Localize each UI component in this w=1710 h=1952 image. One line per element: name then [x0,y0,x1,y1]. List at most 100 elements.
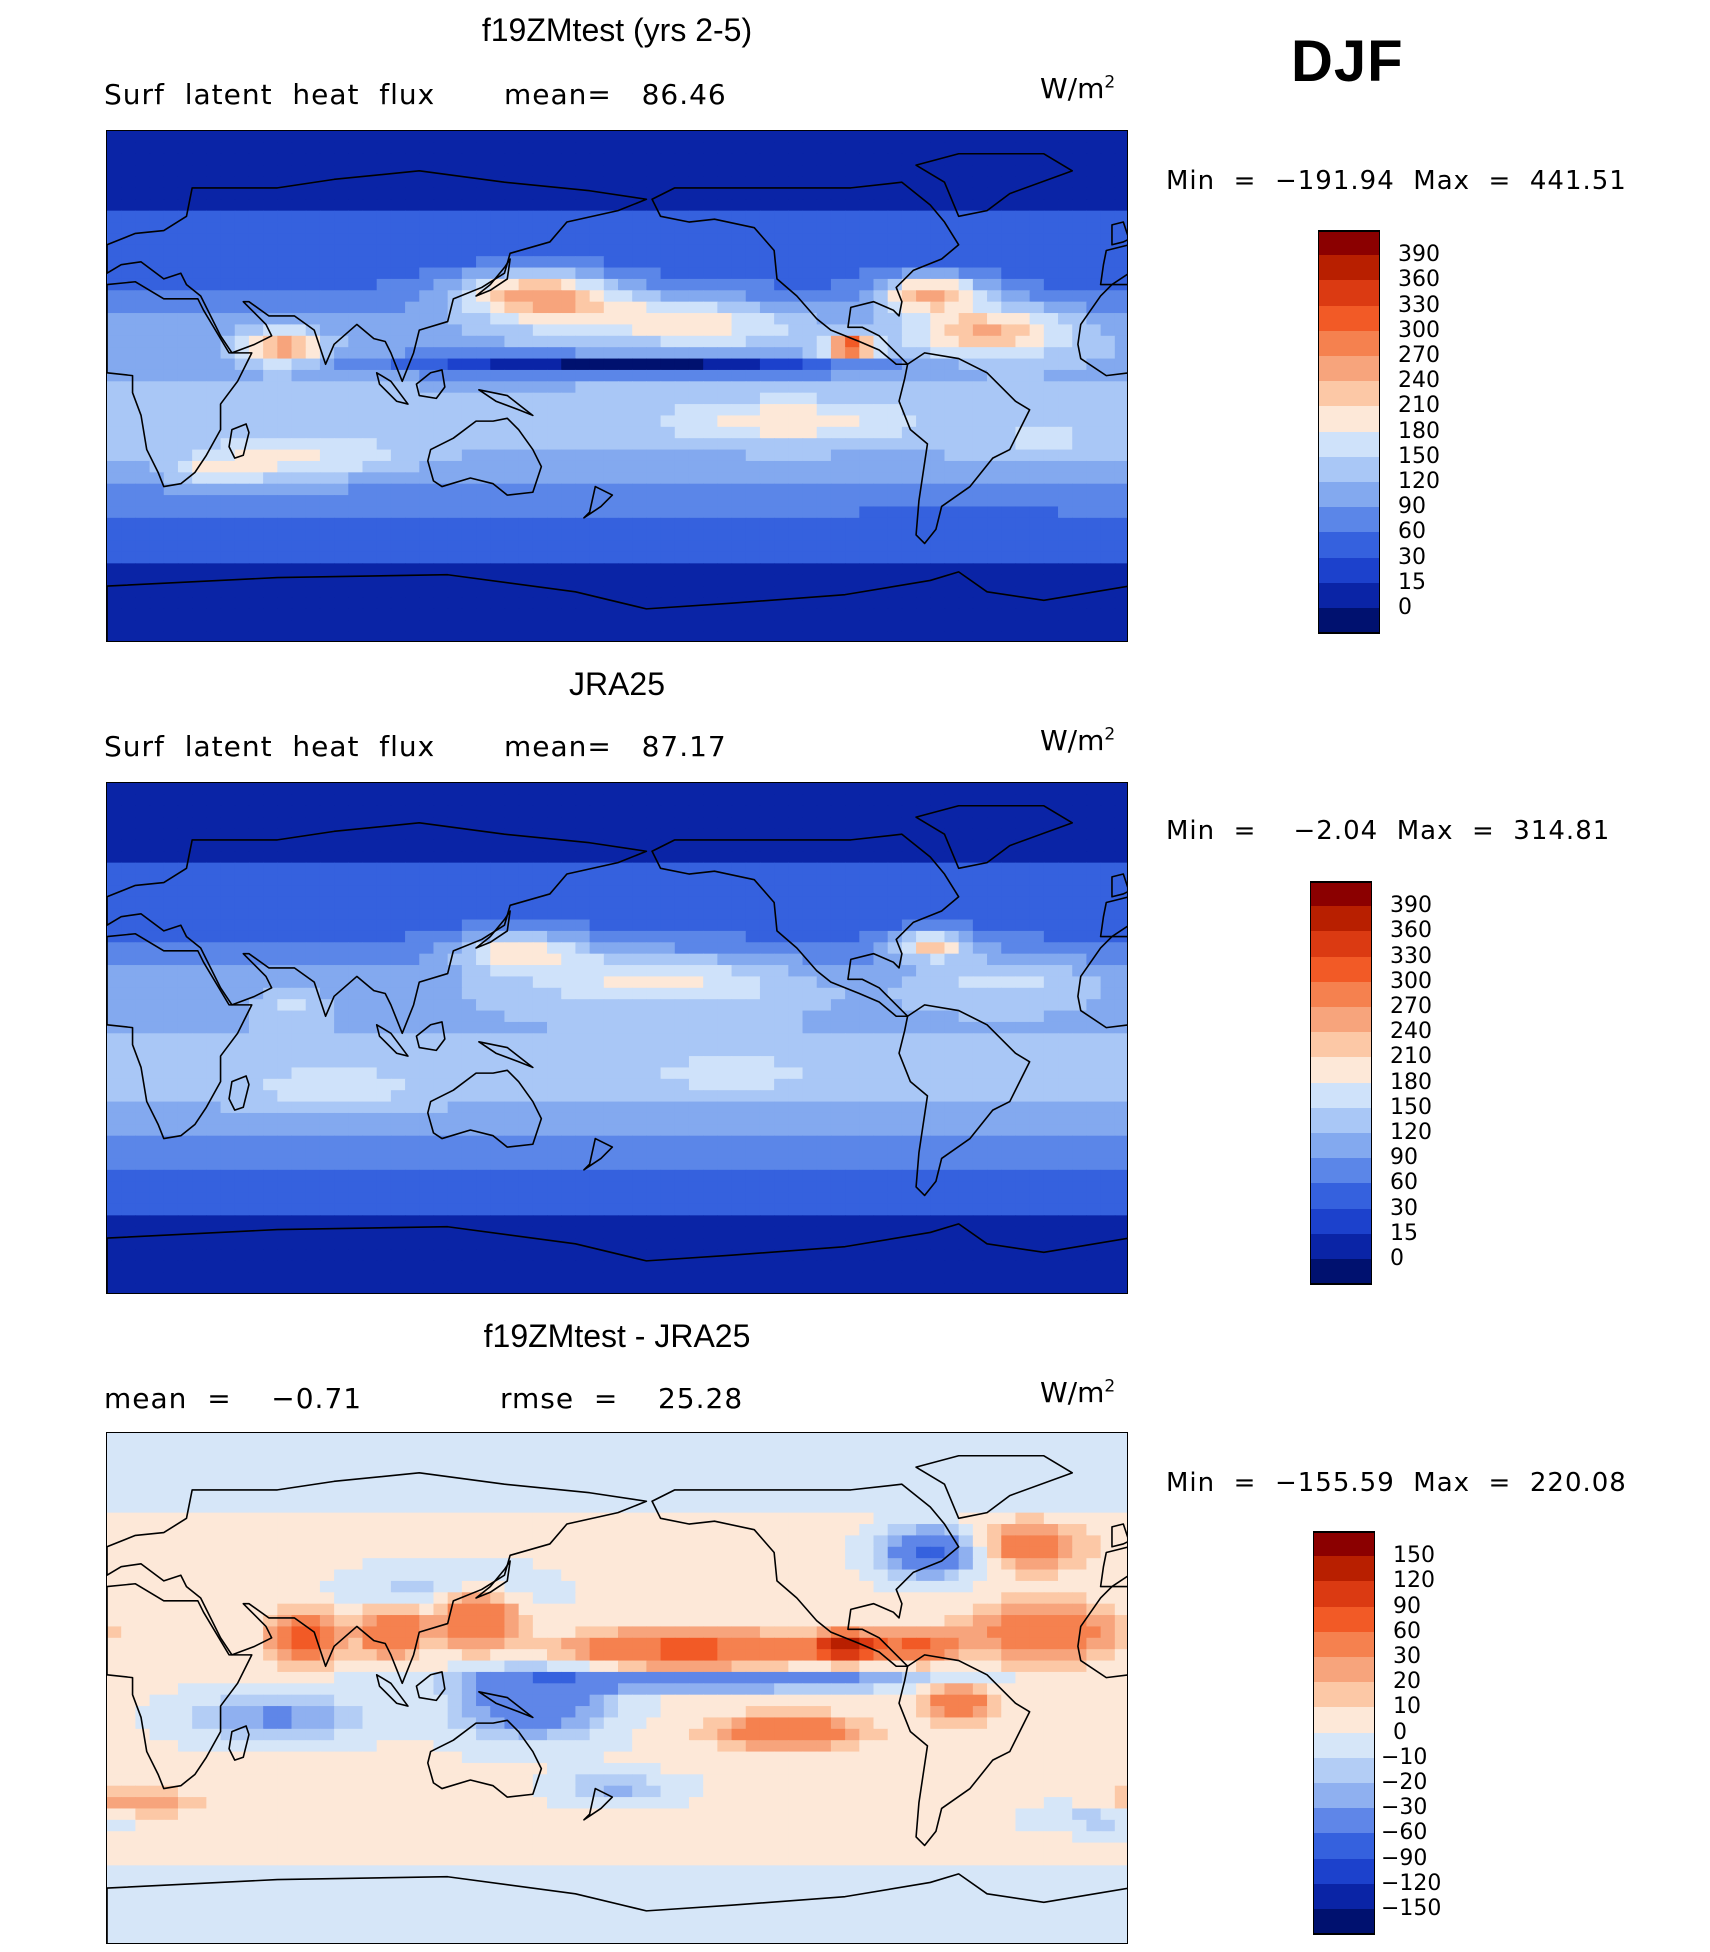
map-cell [532,131,548,143]
map-cell [1100,449,1116,462]
map-cell [163,165,179,178]
map-cell [263,586,278,599]
map-cell [930,313,946,326]
map-cell [972,347,988,360]
map-cell [1114,896,1127,909]
map-cell [845,449,860,462]
map-cell [447,392,463,405]
map-cell [575,608,591,621]
map-cell [532,919,548,932]
map-cell [632,1033,647,1046]
map-cell [163,438,179,451]
map-cell [192,142,207,155]
map-cell [575,290,591,303]
map-cell [887,817,903,830]
map-cell [319,930,335,943]
map-cell [291,551,307,564]
map-cell [561,324,577,337]
map-cell [561,930,577,943]
map-cell [646,199,662,212]
map-cell [873,460,889,473]
map-cell [930,415,946,428]
map-cell [476,794,491,807]
map-cell [632,862,647,875]
map-cell [248,438,264,451]
colorbar-swatch [1318,557,1380,584]
map-cell [447,862,463,875]
map-cell [263,987,278,1000]
map-cell [461,930,477,943]
map-cell [220,347,236,360]
map-cell [291,828,307,841]
map-cell [376,392,392,405]
map-cell [348,851,364,864]
map-cell [745,495,761,508]
map-cell [248,324,264,337]
map-cell [135,999,151,1012]
map-cell [930,256,946,269]
map-cell [731,563,747,576]
map-cell [362,222,378,234]
map-cell [1100,199,1116,212]
map-cell [263,392,278,405]
map-cell [703,244,718,257]
map-cell [348,987,364,1000]
map-cell [717,495,733,508]
map-cell [319,176,335,189]
map-cell [561,805,577,818]
map-cell [717,620,733,633]
map-cell [1072,874,1088,886]
map-cell [958,381,974,394]
map-cell [618,574,633,587]
map-cell [1029,347,1045,360]
map-cell [192,597,207,610]
map-cell [830,1033,846,1046]
map-cell [277,187,293,200]
map-cell [291,851,307,864]
map-cell [958,919,974,932]
map-cell [1001,233,1017,246]
map-cell [476,426,491,439]
map-cell [390,472,406,485]
map-cell [1072,862,1088,875]
map-cell [263,529,278,542]
map-cell [177,608,193,621]
map-cell [1029,142,1045,155]
map-cell [149,324,165,337]
map-cell [688,517,704,530]
map-cell [518,495,534,508]
map-cell [376,267,392,280]
map-cell [930,233,946,246]
map-cell [1015,563,1031,576]
map-cell [901,828,917,841]
map-cell [1043,415,1059,428]
map-cell [632,358,647,371]
map-cell [859,999,875,1012]
map-cell [291,631,307,641]
map-cell [234,142,250,155]
map-cell [1058,529,1073,542]
map-cell [1058,1021,1073,1034]
map-cell [348,794,364,807]
map-cell [234,597,250,610]
map-cell [561,381,577,394]
map-cell [390,783,406,795]
map-cell [887,574,903,587]
map-cell [731,885,747,898]
map-cell [717,369,733,382]
map-cell [149,233,165,246]
map-cell [192,930,207,943]
map-cell [476,586,491,599]
map-cell [149,495,165,508]
map-cell [277,597,293,610]
map-cell [660,187,676,200]
map-cell [504,404,520,417]
map-cell [547,369,562,382]
map-cell [717,999,733,1012]
map-cell [901,885,917,898]
map-cell [774,324,789,337]
map-cell [348,976,364,989]
map-cell [561,301,577,314]
map-cell [688,1021,704,1034]
map-cell [688,1033,704,1046]
